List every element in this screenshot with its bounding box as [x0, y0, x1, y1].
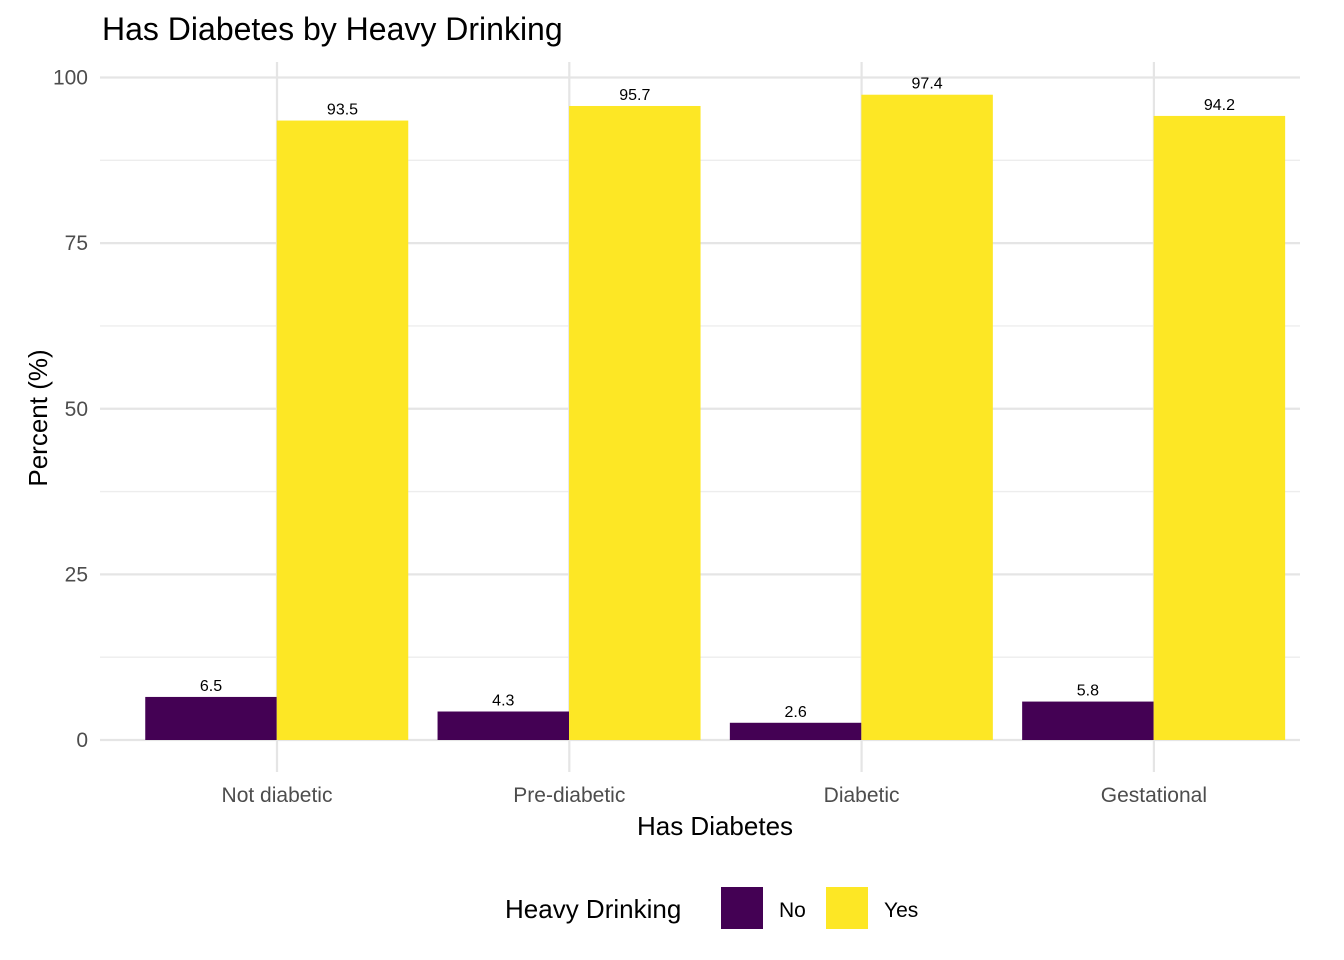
legend-key-no: [721, 887, 763, 929]
bar-yes: [861, 94, 993, 741]
y-tick-label: 75: [65, 232, 88, 255]
y-tick-label: 100: [53, 67, 88, 90]
y-axis-ticks: 0 25 50 75 100: [53, 67, 88, 753]
y-tick-label: 25: [65, 563, 88, 586]
data-labels: 6.5 93.5 4.3 95.7 2.6 97.4 5.8 94.2: [200, 76, 1235, 721]
x-tick-label: Gestational: [1101, 784, 1207, 807]
bar-no: [145, 696, 277, 740]
y-tick-label: 50: [65, 398, 88, 421]
bar-value-label: 94.2: [1204, 97, 1235, 114]
bar-yes: [1153, 115, 1286, 741]
legend: Heavy Drinking No Yes: [505, 887, 918, 929]
x-axis-title: Has Diabetes: [637, 811, 793, 841]
y-axis-title: Percent (%): [23, 349, 53, 486]
bar-yes: [569, 105, 701, 741]
legend-label-yes: Yes: [884, 899, 918, 922]
legend-label-no: No: [779, 899, 806, 922]
bar-no: [437, 711, 570, 740]
bars: [145, 94, 1286, 741]
legend-items: No Yes: [721, 887, 918, 929]
x-tick-label: Not diabetic: [222, 784, 333, 807]
bar-no: [1022, 701, 1154, 740]
bar-value-label: 97.4: [912, 76, 943, 93]
y-tick-label: 0: [76, 729, 88, 752]
bar-value-label: 6.5: [200, 678, 222, 695]
x-tick-label: Pre-diabetic: [513, 784, 625, 807]
x-axis-ticks: Not diabetic Pre-diabetic Diabetic Gestatio…: [222, 784, 1207, 807]
bar-value-label: 2.6: [784, 704, 806, 721]
bar-yes: [276, 120, 409, 740]
bar-value-label: 4.3: [492, 693, 514, 710]
bar-no: [729, 722, 862, 740]
bar-value-label: 95.7: [619, 87, 650, 104]
x-tick-label: Diabetic: [824, 784, 900, 807]
chart-title: Has Diabetes by Heavy Drinking: [102, 11, 563, 47]
legend-title: Heavy Drinking: [505, 894, 681, 924]
bar-value-label: 5.8: [1077, 683, 1099, 700]
legend-key-yes: [826, 887, 868, 929]
bar-value-label: 93.5: [327, 102, 358, 119]
